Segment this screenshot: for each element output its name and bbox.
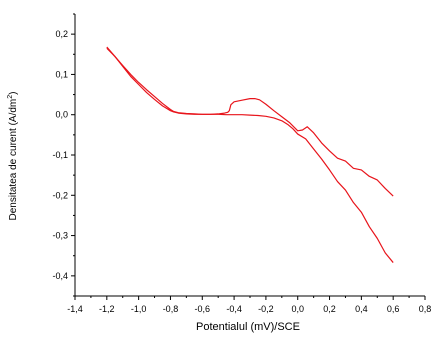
x-tick-label: -0,4 (226, 304, 242, 314)
y-axis-title: Densitatea de curent (A/dm2) (7, 92, 19, 221)
y-tick-label: 0,0 (55, 110, 68, 120)
y-tick-label: -0,1 (52, 150, 68, 160)
x-tick-label: 0,4 (355, 304, 368, 314)
tick-labels: -1,4 -1,2 -1,0 -0,8 -0,6 -0,4 -0,2 0,0 0,2 0,4 0,6… (52, 29, 431, 314)
x-tick-label: 0,0 (291, 304, 304, 314)
y-axis-title-sup: 2 (7, 95, 14, 99)
x-tick-label: -1,0 (131, 304, 147, 314)
y-tick-label: 0,1 (55, 69, 68, 79)
series-line-2 (106, 47, 394, 263)
axes (74, 14, 425, 297)
series-line-1 (106, 46, 394, 197)
x-tick-label: -1,2 (99, 304, 115, 314)
y-tick-label: 0,2 (55, 29, 68, 39)
x-tick-label: -1,4 (67, 304, 83, 314)
tick-marks (71, 13, 426, 300)
x-tick-label: -0,2 (258, 304, 274, 314)
series-group (106, 46, 394, 263)
x-tick-label: -0,6 (195, 304, 211, 314)
x-axis-title: Potentialul (mV)/SCE (196, 321, 300, 333)
y-tick-label: -0,2 (52, 190, 68, 200)
x-tick-label: 0,2 (323, 304, 336, 314)
x-tick-label: 0,6 (387, 304, 400, 314)
x-tick-label: 0,8 (419, 304, 432, 314)
y-axis-title-close: ) (8, 92, 19, 95)
x-tick-label: -0,8 (163, 304, 179, 314)
y-axis-title-main: Densitatea de curent (A/dm (8, 99, 19, 221)
y-tick-label: -0,4 (52, 271, 68, 281)
y-tick-label: -0,3 (52, 231, 68, 241)
